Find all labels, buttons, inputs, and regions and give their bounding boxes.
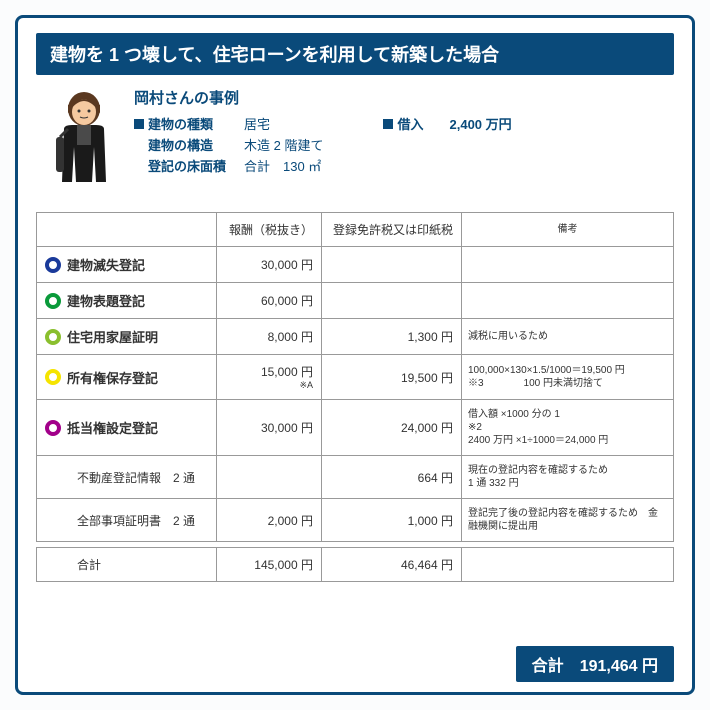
header-note: 備考 <box>462 213 674 247</box>
tax-cell <box>322 247 462 283</box>
note-cell <box>462 283 674 319</box>
table-row: 所有権保存登記 15,000 円※A19,500 円100,000×130×1.5… <box>37 355 674 400</box>
note-cell: 現在の登記内容を確認するため1 通 332 円 <box>462 456 674 499</box>
item-name: 抵当権設定登記 <box>67 421 158 436</box>
item-name: 不動産登記情報 2 通 <box>37 456 217 499</box>
case-name: 岡村さんの事例 <box>134 87 674 108</box>
item-name: 全部事項証明書 2 通 <box>37 499 217 542</box>
note-cell: 減税に用いるため <box>462 319 674 355</box>
case-details: 建物の種類 居宅 建物の構造 木造 2 階建て 登記の床面積 合計 130 ㎡ <box>134 114 323 177</box>
note-cell: 借入額 ×1000 分の 1※22400 万円 ×1÷1000＝24,000 円 <box>462 400 674 456</box>
table-row: 全部事項証明書 2 通2,000 円1,000 円登記完了後の登記内容を確認する… <box>37 499 674 542</box>
fee-table: 報酬（税抜き） 登録免許税又は印紙税 備考 建物滅失登記30,000 円建物表題… <box>36 212 674 582</box>
tax-cell: 664 円 <box>322 456 462 499</box>
table-row: 抵当権設定登記 30,000 円24,000 円借入額 ×1000 分の 1※22… <box>37 400 674 456</box>
fee-cell: 8,000 円 <box>217 319 322 355</box>
fee-cell: 30,000 円 <box>217 400 322 456</box>
table-row: 住宅用家屋証明 8,000 円1,300 円減税に用いるため <box>37 319 674 355</box>
table-row: 不動産登記情報 2 通 664 円現在の登記内容を確認するため1 通 332 円 <box>37 456 674 499</box>
tax-cell: 19,500 円 <box>322 355 462 400</box>
note-cell: 100,000×130×1.5/1000＝19,500 円※3 100 円未満切… <box>462 355 674 400</box>
item-name: 建物表題登記 <box>67 294 145 309</box>
card: 建物を 1 つ壊して、住宅ローンを利用して新築した場合 岡村さんの事例 <box>15 15 695 695</box>
tax-cell: 24,000 円 <box>322 400 462 456</box>
avatar <box>44 87 124 202</box>
header-name <box>37 213 217 247</box>
circle-icon <box>45 369 61 385</box>
circle-icon <box>45 293 61 309</box>
loan-info: 借入 2,400 万円 <box>383 114 511 177</box>
fee-cell <box>217 456 322 499</box>
person-icon <box>44 87 124 197</box>
tax-cell: 1,300 円 <box>322 319 462 355</box>
title-bar: 建物を 1 つ壊して、住宅ローンを利用して新築した場合 <box>36 33 674 75</box>
item-name: 住宅用家屋証明 <box>67 330 158 345</box>
table-row: 建物滅失登記 30,000 円 <box>37 247 674 283</box>
circle-icon <box>45 420 61 436</box>
circle-icon <box>45 257 61 273</box>
totals-row: 合計145,000 円46,464 円 <box>37 548 674 582</box>
case-info-row: 岡村さんの事例 建物の種類 居宅 建物の構造 木造 2 階建て 登記の床面積 合… <box>36 87 674 202</box>
tax-cell: 1,000 円 <box>322 499 462 542</box>
header-tax: 登録免許税又は印紙税 <box>322 213 462 247</box>
fee-cell: 60,000 円 <box>217 283 322 319</box>
item-name: 建物滅失登記 <box>67 258 145 273</box>
grand-total-badge: 合計 191,464 円 <box>516 646 674 682</box>
total-fee: 145,000 円 <box>217 548 322 582</box>
note-cell: 登記完了後の登記内容を確認するため 金融機関に提出用 <box>462 499 674 542</box>
fee-cell: 2,000 円 <box>217 499 322 542</box>
table-row: 建物表題登記 60,000 円 <box>37 283 674 319</box>
case-info: 岡村さんの事例 建物の種類 居宅 建物の構造 木造 2 階建て 登記の床面積 合… <box>124 87 674 177</box>
note-cell <box>462 247 674 283</box>
circle-icon <box>45 329 61 345</box>
item-name: 所有権保存登記 <box>67 371 158 386</box>
total-tax: 46,464 円 <box>322 548 462 582</box>
fee-cell: 15,000 円※A <box>217 355 322 400</box>
tax-cell <box>322 283 462 319</box>
header-fee: 報酬（税抜き） <box>217 213 322 247</box>
total-label: 合計 <box>37 548 217 582</box>
fee-cell: 30,000 円 <box>217 247 322 283</box>
